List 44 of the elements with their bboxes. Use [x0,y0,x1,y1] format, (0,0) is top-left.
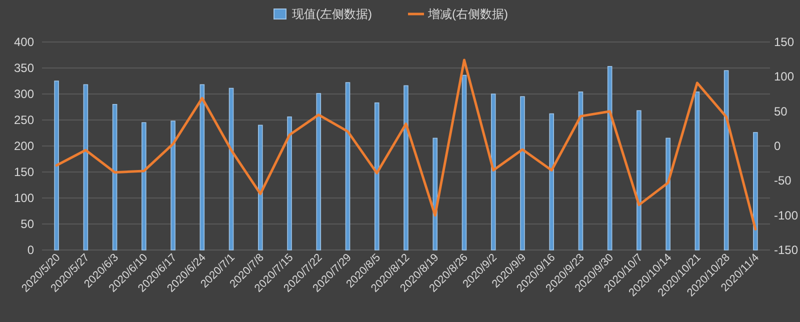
y2-tick-label: 0 [774,139,781,153]
bar [607,66,612,250]
bar [404,85,408,250]
y-tick-label: 400 [14,35,34,49]
bar [520,96,525,250]
legend-label: 现值(左侧数据) [292,7,372,21]
bar [170,120,176,250]
bar [666,138,670,250]
bar [753,132,758,250]
bar [578,92,584,250]
bar [112,104,118,250]
bar [200,84,205,250]
y2-tick-label: 150 [774,35,794,49]
y2-tick-label: -100 [774,208,798,222]
y2-tick-label: 100 [774,70,794,84]
y-tick-label: 0 [27,243,34,257]
bar [258,124,263,250]
y-tick-label: 350 [14,61,34,75]
y2-tick-label: 50 [774,104,788,118]
bar [228,88,234,250]
bar [636,110,642,250]
bar [54,80,59,250]
bar [345,82,350,250]
y-tick-label: 100 [14,191,34,205]
line-series [55,58,757,230]
bar [694,92,700,250]
y-tick-label: 50 [20,217,34,231]
y-tick-label: 150 [14,165,34,179]
bar [490,94,496,250]
bar [374,102,380,250]
y2-tick-label: -150 [774,243,798,257]
bar [316,93,322,250]
y2-tick-label: -50 [774,174,792,188]
bar [432,138,438,250]
bar [724,70,729,250]
bar [83,84,88,250]
y-tick-label: 200 [14,139,34,153]
bar [287,116,292,250]
y-tick-label: 300 [14,87,34,101]
legend-label: 增减(右侧数据) [427,7,508,21]
bar [142,122,146,250]
bar [549,113,554,250]
y-tick-label: 250 [14,113,34,127]
bar [462,74,467,250]
